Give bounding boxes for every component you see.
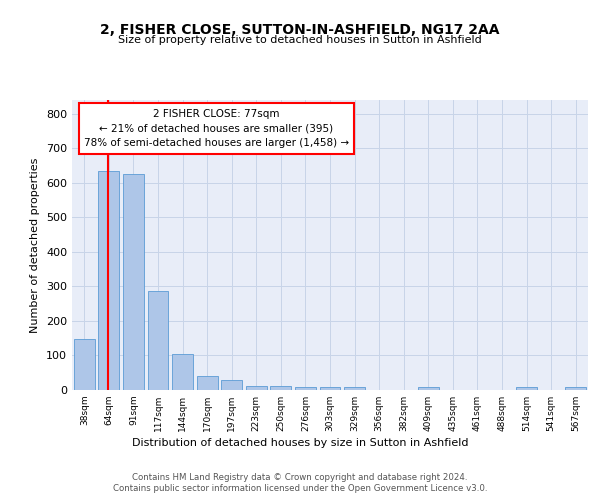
Text: Contains public sector information licensed under the Open Government Licence v3: Contains public sector information licen… bbox=[113, 484, 487, 493]
Text: Size of property relative to detached houses in Sutton in Ashfield: Size of property relative to detached ho… bbox=[118, 35, 482, 45]
Bar bbox=[74, 339, 95, 390]
Text: 2, FISHER CLOSE, SUTTON-IN-ASHFIELD, NG17 2AA: 2, FISHER CLOSE, SUTTON-IN-ASHFIELD, NG1… bbox=[100, 22, 500, 36]
Bar bbox=[271, 386, 292, 390]
Text: 2 FISHER CLOSE: 77sqm
← 21% of detached houses are smaller (395)
78% of semi-det: 2 FISHER CLOSE: 77sqm ← 21% of detached … bbox=[84, 108, 349, 148]
Bar bbox=[98, 171, 119, 390]
Bar bbox=[516, 387, 537, 390]
Bar bbox=[172, 354, 193, 390]
Bar bbox=[418, 387, 439, 390]
Bar bbox=[344, 386, 365, 390]
Bar bbox=[246, 386, 267, 390]
Bar bbox=[148, 291, 169, 390]
Bar bbox=[565, 387, 586, 390]
Bar bbox=[295, 386, 316, 390]
Y-axis label: Number of detached properties: Number of detached properties bbox=[31, 158, 40, 332]
Bar bbox=[197, 376, 218, 390]
Text: Contains HM Land Registry data © Crown copyright and database right 2024.: Contains HM Land Registry data © Crown c… bbox=[132, 472, 468, 482]
Bar bbox=[320, 386, 340, 390]
Bar bbox=[123, 174, 144, 390]
Bar bbox=[221, 380, 242, 390]
Text: Distribution of detached houses by size in Sutton in Ashfield: Distribution of detached houses by size … bbox=[132, 438, 468, 448]
